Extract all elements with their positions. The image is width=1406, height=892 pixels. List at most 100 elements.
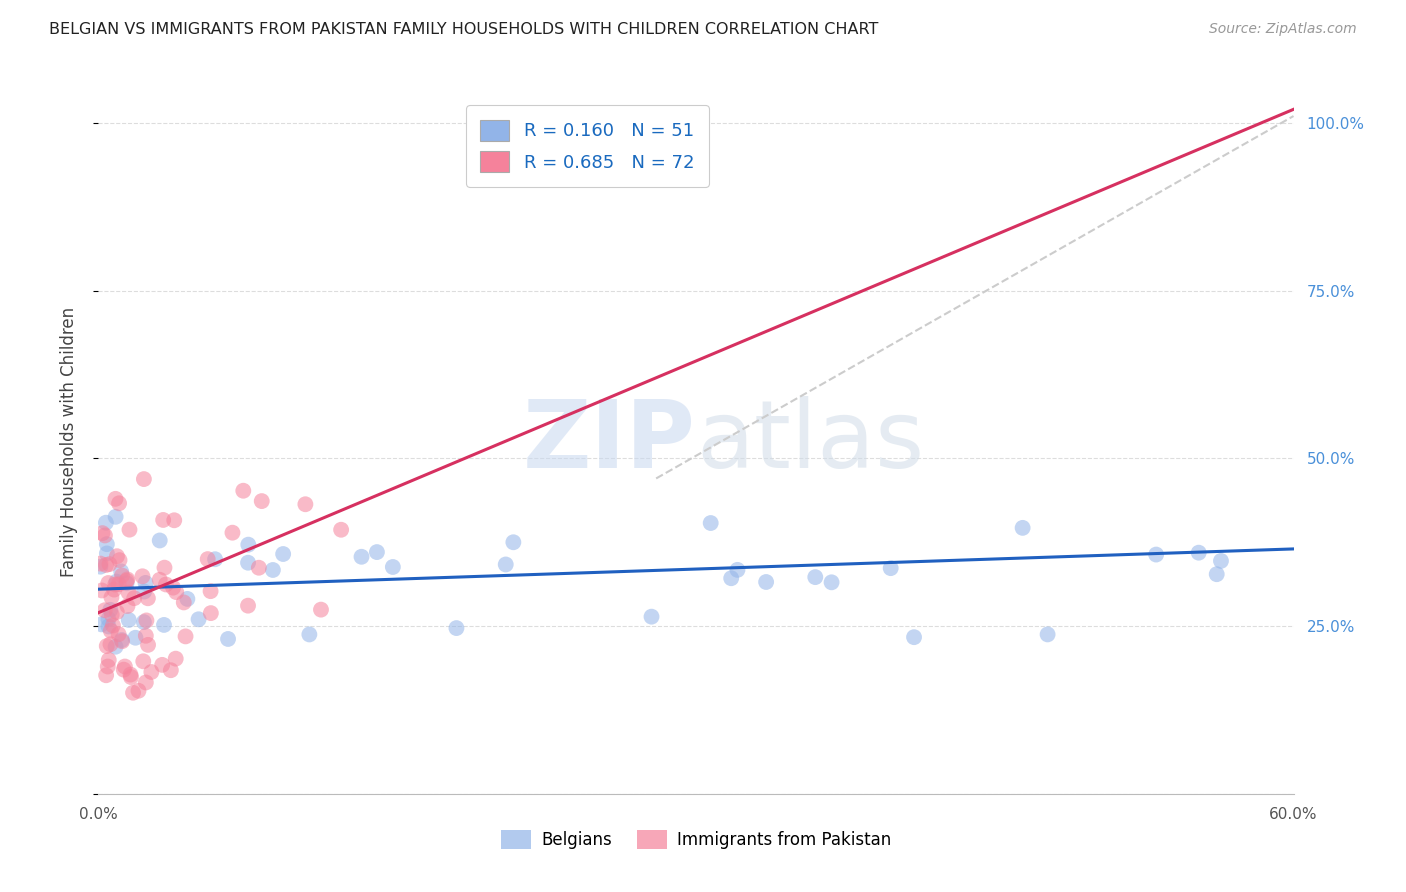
Point (165, 585, 187, 599)
Point (135, 575, 157, 590)
Point (232, 483, 254, 498)
Point (200, 584, 222, 599)
Point (118, 613, 141, 627)
Point (150, 657, 173, 672)
Point (217, 632, 239, 646)
Point (114, 659, 136, 673)
Point (98, 603, 121, 617)
Point (1188, 546, 1211, 560)
Point (105, 605, 128, 619)
Point (903, 630, 925, 644)
Point (97, 659, 120, 673)
Point (96, 639, 118, 653)
Point (94, 558, 117, 572)
Point (132, 472, 155, 486)
Point (720, 571, 742, 585)
Point (107, 577, 129, 591)
Point (160, 663, 183, 677)
Point (162, 581, 184, 595)
Point (495, 558, 517, 572)
Point (163, 513, 186, 527)
Point (117, 585, 139, 599)
Point (1011, 521, 1033, 535)
Point (271, 547, 294, 561)
Y-axis label: Family Households with Children: Family Households with Children (59, 307, 77, 576)
Text: ZIP: ZIP (523, 395, 696, 488)
Point (134, 584, 156, 599)
Text: atlas: atlas (696, 395, 924, 488)
Point (141, 665, 163, 679)
Point (124, 631, 146, 645)
Point (165, 651, 187, 665)
Point (350, 549, 373, 564)
Point (221, 525, 243, 540)
Point (820, 575, 842, 590)
Point (152, 513, 174, 527)
Point (132, 654, 155, 668)
Point (136, 591, 159, 606)
Point (96, 537, 118, 551)
Point (89, 559, 111, 574)
Point (108, 496, 131, 510)
Point (104, 640, 127, 654)
Point (111, 568, 134, 582)
Point (149, 573, 172, 587)
Point (120, 670, 142, 684)
Text: Source: ZipAtlas.com: Source: ZipAtlas.com (1209, 22, 1357, 37)
Point (108, 553, 131, 567)
Point (262, 563, 284, 577)
Point (879, 561, 901, 575)
Point (111, 634, 134, 648)
Point (122, 591, 145, 606)
Point (149, 533, 172, 548)
Point (101, 618, 124, 632)
Point (153, 560, 176, 574)
Point (97, 576, 120, 591)
Point (640, 609, 662, 624)
Point (1209, 554, 1232, 568)
Point (187, 612, 209, 626)
Point (105, 549, 128, 564)
Point (250, 494, 273, 508)
Point (97, 653, 120, 667)
Point (100, 624, 122, 638)
Point (112, 663, 135, 677)
Point (128, 683, 150, 698)
Point (120, 667, 142, 681)
Point (135, 675, 157, 690)
Point (381, 560, 404, 574)
Legend: Belgians, Immigrants from Pakistan: Belgians, Immigrants from Pakistan (495, 823, 897, 856)
Point (1205, 567, 1227, 582)
Point (238, 538, 260, 552)
Point (173, 595, 195, 609)
Point (294, 497, 316, 511)
Point (153, 618, 176, 632)
Point (94, 668, 117, 682)
Point (104, 509, 127, 524)
Point (366, 545, 388, 559)
Point (122, 686, 145, 700)
Point (699, 516, 721, 530)
Point (727, 563, 749, 577)
Point (197, 552, 219, 566)
Point (100, 607, 122, 622)
Point (236, 599, 259, 613)
Point (97, 619, 120, 633)
Point (330, 523, 353, 537)
Point (91, 526, 114, 541)
Point (110, 565, 132, 579)
Point (200, 606, 222, 620)
Point (804, 570, 827, 584)
Point (155, 577, 177, 591)
Point (309, 602, 332, 616)
Point (97, 612, 120, 626)
Point (96, 546, 118, 560)
Point (107, 627, 129, 641)
Point (135, 614, 157, 628)
Point (98, 557, 121, 571)
Point (104, 491, 127, 506)
Point (131, 569, 153, 583)
Point (115, 574, 138, 588)
Point (502, 535, 524, 549)
Point (94, 516, 117, 530)
